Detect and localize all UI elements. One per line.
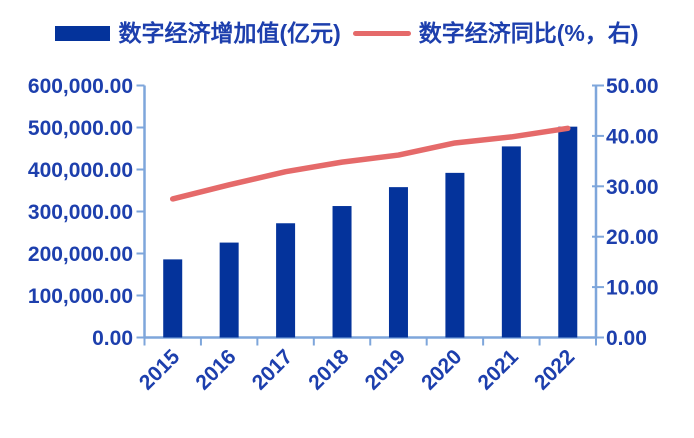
legend: 数字经济增加值(亿元) 数字经济同比(%，右) (0, 22, 694, 45)
bar-2016 (219, 242, 239, 338)
legend-bar-swatch (55, 26, 111, 41)
left-axis-tick-label: 400,000.00 (28, 159, 133, 182)
x-tick-label-2020: 2020 (417, 345, 466, 394)
right-axis-tick-label: 0.00 (606, 327, 647, 350)
legend-bar-label: 数字经济增加值(亿元) (118, 20, 341, 46)
x-tick-label-2017: 2017 (248, 345, 297, 394)
left-axis-tick-label: 0.00 (92, 327, 133, 350)
x-tick-label-2016: 2016 (191, 345, 240, 394)
right-axis-tick-label: 50.00 (606, 75, 659, 98)
bar-2022 (558, 126, 578, 338)
right-axis-tick-label: 30.00 (606, 176, 659, 199)
left-axis-tick-label: 300,000.00 (28, 201, 133, 224)
bar-2015 (163, 259, 183, 338)
x-tick-label-2022: 2022 (530, 345, 579, 394)
bar-2018 (332, 206, 352, 338)
right-axis-tick-label: 20.00 (606, 226, 659, 249)
bar-2019 (388, 187, 408, 338)
right-axis-tick-label: 10.00 (606, 277, 659, 300)
bar-2021 (501, 146, 521, 338)
bar-2020 (445, 172, 465, 338)
left-axis-tick-label: 200,000.00 (28, 243, 133, 266)
x-tick-label-2021: 2021 (474, 345, 524, 395)
legend-line-label: 数字经济同比(%，右) (418, 20, 639, 46)
x-tick-label-2018: 2018 (304, 345, 354, 395)
yoy-line (169, 125, 571, 202)
bar-2017 (276, 223, 296, 338)
left-axis-tick-label: 100,000.00 (28, 285, 133, 308)
x-tick-label-2019: 2019 (361, 345, 410, 394)
left-axis-tick-label: 500,000.00 (28, 117, 133, 140)
legend-line-swatch (352, 31, 411, 36)
right-axis-tick-label: 40.00 (606, 125, 659, 148)
x-tick-label-2015: 2015 (135, 345, 185, 395)
left-axis-tick-label: 600,000.00 (28, 75, 133, 98)
